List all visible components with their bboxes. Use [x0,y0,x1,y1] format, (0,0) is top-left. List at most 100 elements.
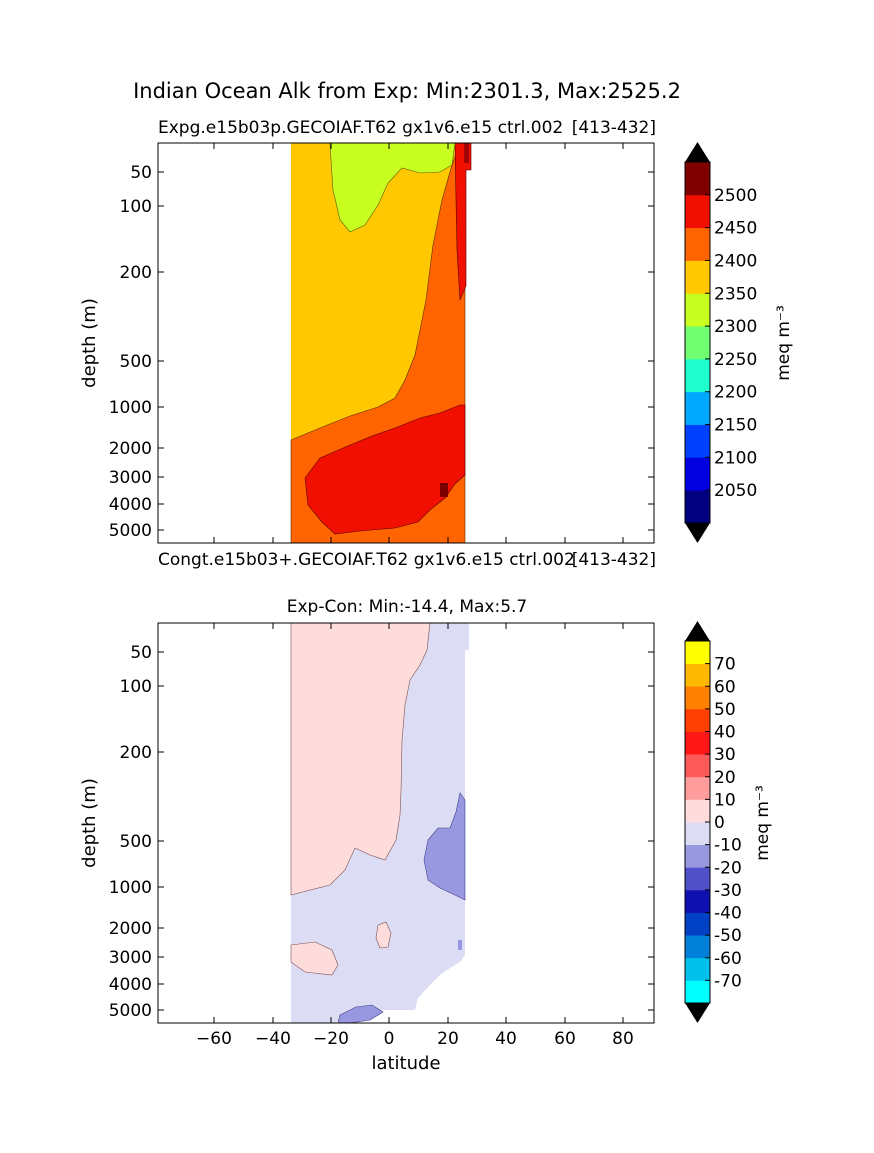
bottom-colorbar-tick-label: -70 [714,971,742,991]
bottom-colorbar-swatch [685,889,710,913]
bottom-colorbar-swatch [685,708,710,732]
top-panel-title: Expg.e15b03p.GECOIAF.T62 gx1v6.e15 ctrl.… [158,118,563,138]
bottom-colorbar-under-arrow [685,1003,710,1023]
bottom-colorbar-tick-label: -60 [714,949,742,969]
top-colorbar-swatch [685,194,710,229]
bottom-ytick-4000: 4000 [109,975,152,995]
top-field-north-dark [464,143,469,163]
bottom-colorbar-swatch [685,867,710,891]
top-panel-plot [290,143,472,543]
top-colorbar-swatch [685,293,710,327]
bottom-colorbar-swatch [685,912,710,936]
top-ytick-1000: 1000 [109,398,152,418]
top-colorbar-tick-label: 2100 [714,448,757,468]
bottom-colorbar-swatch [685,663,710,687]
top-field-surface-lens [329,143,456,233]
bottom-colorbar-tick-label: -20 [714,858,742,878]
bottom-colorbar-swatch [685,980,710,1004]
bottom-colorbar-swatch [685,935,710,959]
top-colorbar-swatch [685,490,710,524]
xtick-60: 60 [554,1029,576,1049]
top-ytick-2000: 2000 [109,439,152,459]
bottom-panel-plot [290,623,469,1023]
top-ytick-500: 500 [120,352,152,372]
bottom-field-negative-strong [423,792,466,901]
top-y-axis: 50 100 200 500 1000 2000 3000 4000 5000 [109,163,654,541]
bottom-ylabel: depth (m) [79,778,100,868]
bottom-ytick-3000: 3000 [109,948,152,968]
bottom-colorbar-tick-label: 20 [714,768,736,788]
bottom-ytick-2000: 2000 [109,919,152,939]
xtick-minus20: −20 [313,1029,349,1049]
top-panel-frame [157,142,655,544]
bottom-colorbar-swatch [685,641,710,665]
bottom-colorbar-swatch [685,776,710,800]
top-colorbar-tick-label: 2350 [714,284,757,304]
top-colorbar-tick-label: 2500 [714,186,757,206]
bottom-colorbar-swatch [685,822,710,846]
bottom-colorbar-swatch [685,686,710,710]
top-ytick-200: 200 [120,263,152,283]
bottom-colorbar-tick-label: -10 [714,836,742,856]
bottom-field-edge-patch [458,940,462,950]
top-colorbar-tick-label: 2150 [714,416,757,436]
xtick-80: 80 [612,1029,634,1049]
top-panel-title-years: [413-432] [572,118,656,138]
top-colorbar-swatch [685,260,710,294]
bottom-xlabel: latitude [371,1053,440,1074]
xtick-0: 0 [384,1029,395,1049]
top-colorbar-swatch [685,227,710,261]
top-x-axis [213,143,624,543]
xtick-40: 40 [495,1029,517,1049]
control-case-years: [413-432] [572,550,656,570]
top-colorbar-swatch [685,162,710,196]
bottom-colorbar-swatch [685,957,710,981]
top-colorbar-frame [684,161,711,524]
bottom-colorbar-over-arrow [685,621,710,641]
top-colorbar-tick-label: 2200 [714,383,757,403]
bottom-ytick-200: 200 [120,743,152,763]
top-colorbar-swatch [685,326,710,360]
top-field-north-edge [454,143,472,301]
bottom-ytick-500: 500 [120,832,152,852]
top-colorbar-swatch [685,391,710,425]
top-field-dark-patch [440,483,448,497]
top-ytick-100: 100 [120,197,152,217]
top-colorbar-swatch [685,358,710,393]
top-colorbar-tick-label: 2300 [714,317,757,337]
bottom-colorbar-label: meq m⁻³ [753,785,773,861]
top-field-deep-core [304,404,466,535]
xtick-20: 20 [437,1029,459,1049]
top-colorbar-tick-label: 2450 [714,219,757,239]
bottom-colorbar-tick-label: 30 [714,745,736,765]
xtick-minus60: −60 [196,1029,232,1049]
bottom-colorbar-swatch [685,754,710,778]
figure-title: Indian Ocean Alk from Exp: Min:2301.3, M… [133,79,681,103]
bottom-colorbar-swatch [685,799,710,823]
top-colorbar-over-arrow [685,142,710,162]
bottom-panel-title: Exp-Con: Min:-14.4, Max:5.7 [287,597,528,617]
top-colorbar-tick-label: 2250 [714,350,757,370]
bottom-field-positive-upper [290,623,431,896]
bottom-colorbar-tick-label: 70 [714,655,736,675]
bottom-colorbar-tick-label: 60 [714,677,736,697]
top-colorbar-label: meq m⁻³ [774,305,794,381]
bottom-colorbar-tick-label: 50 [714,700,736,720]
bottom-colorbar-tick-label: -30 [714,881,742,901]
top-colorbar-swatch [685,424,710,458]
top-ytick-50: 50 [130,163,152,183]
bottom-colorbar-tick-label: -50 [714,926,742,946]
bottom-field-positive-small [375,921,392,949]
bottom-panel-frame [157,622,655,1024]
bottom-x-axis: −60 −40 −20 0 20 40 60 80 [196,623,634,1049]
top-colorbar-under-arrow [685,523,710,543]
bottom-colorbar-tick-label: -40 [714,904,742,924]
bottom-ytick-5000: 5000 [109,1001,152,1021]
top-ylabel: depth (m) [79,298,100,388]
bottom-ytick-100: 100 [120,677,152,697]
bottom-colorbar-swatch [685,844,710,868]
bottom-field-negative-deep-patch [337,1004,384,1023]
bottom-colorbar-tick-label: 0 [714,813,725,833]
